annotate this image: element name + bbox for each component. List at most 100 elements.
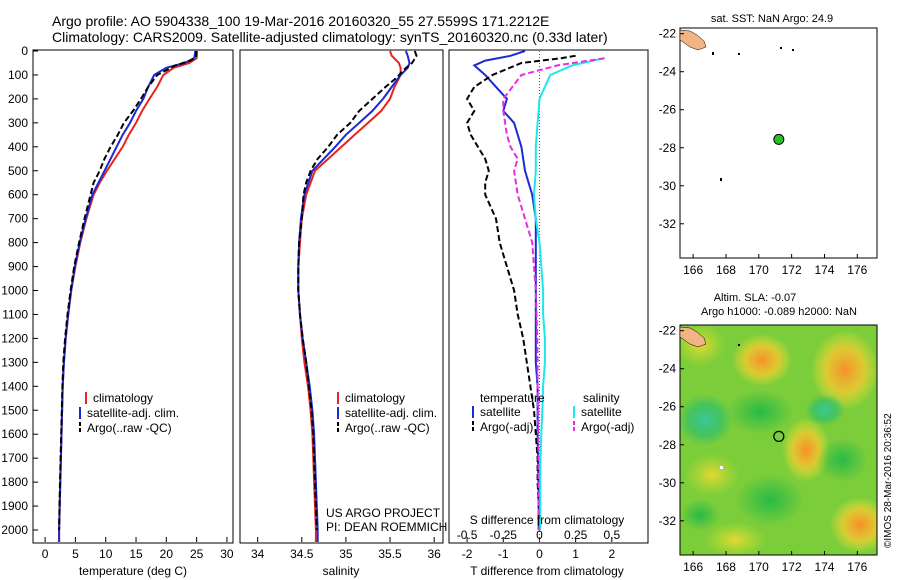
x-tick-label: 30 xyxy=(220,547,234,561)
legend-title-salinity: salinity xyxy=(583,391,620,405)
latitude-tick-label: -28 xyxy=(659,141,677,155)
sla-map-title-line2: Argo h1000: -0.089 h2000: NaN xyxy=(701,306,857,318)
temperature-x-ticks: 0 5 10 15 20 25 30 xyxy=(42,537,234,561)
island-dot xyxy=(738,344,740,346)
x-tick-label: 15 xyxy=(129,547,143,561)
s-diff-tick-label: 0 xyxy=(536,528,543,542)
x-tick-label: 5 xyxy=(72,547,79,561)
sst-map: sat. SST: NaN Argo: 24.9 166 168 170 172 174… xyxy=(659,13,878,277)
island-dot xyxy=(720,178,722,181)
s-diff-tick-label: -0.25 xyxy=(490,528,518,542)
difference-x-ticks: -2 -1 0 1 2 xyxy=(462,537,615,561)
imos-credit: ©IMOS 28-Mar-2016 20:36:52 xyxy=(883,413,894,548)
island-dot xyxy=(780,47,782,49)
depth-tick-label: 200 xyxy=(8,92,28,106)
island-dot xyxy=(720,466,723,469)
depth-tick-label: 100 xyxy=(8,68,28,82)
x-tick-label: 0 xyxy=(42,547,49,561)
longitude-tick-label: 176 xyxy=(847,560,867,574)
project-note: US ARGO PROJECT xyxy=(326,506,441,520)
depth-tick-label: 1200 xyxy=(1,331,28,345)
x-tick-label: 10 xyxy=(99,547,113,561)
longitude-tick-label: 174 xyxy=(814,560,834,574)
difference-panel: -2 -1 0 1 2 temperature salinity satellite A… xyxy=(448,49,649,578)
latitude-tick-label: -30 xyxy=(659,179,677,193)
depth-tick-label: 600 xyxy=(8,188,28,202)
temperature-x-label: temperature (deg C) xyxy=(79,564,187,578)
x-tick-label: 35 xyxy=(339,547,353,561)
legend-label-s-satellite: satellite xyxy=(581,405,622,419)
series-line-argo-raw-qc xyxy=(58,51,197,531)
new-caledonia-landmass xyxy=(679,29,707,51)
x-tick-label: 2 xyxy=(608,547,615,561)
island-dot xyxy=(712,52,714,55)
sla-low-anomaly xyxy=(816,438,868,482)
legend-label-satellite: satellite-adj. clim. xyxy=(345,406,437,420)
latitude-tick-label: -22 xyxy=(659,27,677,41)
longitude-tick-label: 174 xyxy=(814,263,834,277)
x-tick-label: -1 xyxy=(498,547,509,561)
x-tick-label: 0 xyxy=(536,547,543,561)
figure-title-line2: Climatology: CARS2009. Satellite-adjuste… xyxy=(52,29,608,45)
sla-heatmap xyxy=(680,325,877,555)
pi-note: PI: DEAN ROEMMICH xyxy=(326,520,447,534)
temperature-plot-frame xyxy=(32,49,234,544)
depth-tick-label: 1000 xyxy=(1,284,28,298)
s-diff-tick-label: 0.25 xyxy=(564,528,588,542)
x-tick-label: -2 xyxy=(462,547,473,561)
x-tick-label: 1 xyxy=(572,547,579,561)
difference-legend: temperature salinity satellite Argo(-adj… xyxy=(472,391,634,434)
latitude-tick-label: -30 xyxy=(659,476,677,490)
sla-low-anomaly xyxy=(680,394,733,446)
legend-label-satellite: satellite-adj. clim. xyxy=(87,406,179,420)
salinity-series xyxy=(297,50,418,542)
new-caledonia-landmass xyxy=(679,326,707,348)
depth-tick-label: 0 xyxy=(21,44,28,58)
legend-label-argo: Argo(..raw -QC) xyxy=(345,421,430,435)
depth-tick-label: 1100 xyxy=(2,307,28,321)
series-line-temperature-argo-adj xyxy=(465,54,576,530)
latitude-tick-label: -26 xyxy=(659,400,677,414)
longitude-tick-label: 168 xyxy=(716,263,736,277)
series-line-salinity-satellite xyxy=(532,57,605,530)
latitude-tick-label: -24 xyxy=(659,65,677,79)
temperature-series xyxy=(58,50,199,542)
argo-float-marker xyxy=(773,430,785,442)
s-diff-tick-label: 0.5 xyxy=(603,528,620,542)
sst-map-title: sat. SST: NaN Argo: 24.9 xyxy=(711,13,833,25)
legend-label-climatology: climatology xyxy=(93,391,153,405)
salinity-plot-frame xyxy=(239,49,444,544)
latitude-tick-label: -32 xyxy=(659,217,677,231)
temperature-panel: 0100200300400500600700800900100011001200… xyxy=(1,44,234,578)
x-tick-label: 25 xyxy=(190,547,204,561)
salinity-x-label: salinity xyxy=(323,564,360,578)
series-line-temperature-satellite xyxy=(472,50,540,531)
depth-tick-label: 1700 xyxy=(1,451,28,465)
salinity-x-ticks: 34 34.5 35 35.5 36 xyxy=(251,537,441,561)
x-tick-label: 35.5 xyxy=(378,547,402,561)
latitude-tick-label: -32 xyxy=(659,514,677,528)
argo-float-marker xyxy=(773,133,785,145)
sla-map-title-line1: Altim. SLA: -0.07 xyxy=(714,292,797,304)
sla-high-anomaly xyxy=(732,334,792,386)
depth-tick-label: 1800 xyxy=(1,475,28,489)
legend-label-t-satellite: satellite xyxy=(480,405,521,419)
longitude-tick-label: 172 xyxy=(782,263,802,277)
sla-high-anomaly xyxy=(830,497,877,553)
x-tick-label: 34 xyxy=(251,547,265,561)
legend-label-climatology: climatology xyxy=(345,391,405,405)
latitude-tick-label: -28 xyxy=(659,438,677,452)
depth-tick-label: 2000 xyxy=(1,523,28,537)
depth-tick-label: 1400 xyxy=(1,379,28,393)
sla-mid-anomaly xyxy=(684,453,740,497)
s-difference-tick-labels: -0.5 -0.25 0 0.25 0.5 xyxy=(457,528,621,542)
legend-title-temperature: temperature xyxy=(480,391,545,405)
depth-tick-label: 500 xyxy=(8,164,28,178)
salinity-legend: climatology satellite-adj. clim. Argo(..… xyxy=(337,391,437,435)
longitude-tick-label: 168 xyxy=(716,560,736,574)
sla-low-anomaly xyxy=(680,499,720,531)
s-diff-tick-label: -0.5 xyxy=(457,528,478,542)
longitude-tick-label: 172 xyxy=(782,560,802,574)
x-tick-label: 36 xyxy=(427,547,441,561)
depth-tick-label: 300 xyxy=(8,116,28,130)
